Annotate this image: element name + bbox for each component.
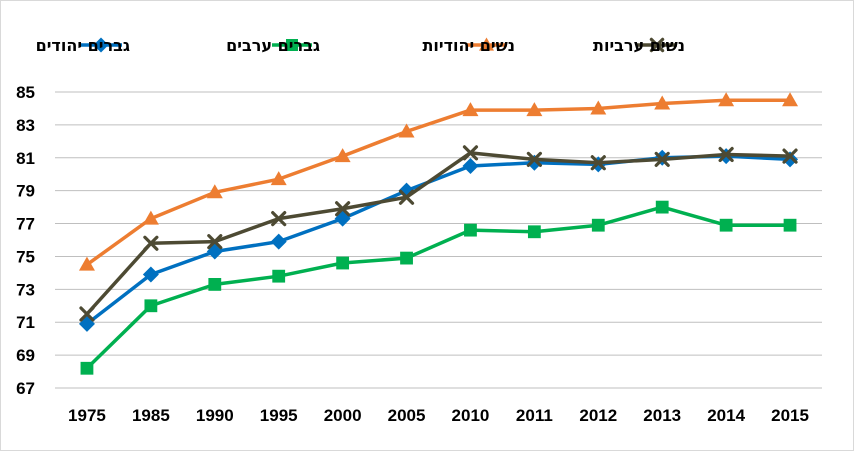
y-axis-ticks: 67 69 71 73 75 77 79 81 83 85 (16, 83, 35, 398)
legend-label: גברים יהודים (36, 36, 130, 55)
y-tick-label: 73 (16, 280, 35, 299)
x-tick-label: 2000 (324, 406, 362, 425)
y-tick-label: 67 (16, 379, 35, 398)
data-point-marker (654, 95, 671, 110)
y-tick-label: 71 (16, 313, 35, 332)
x-tick-label: 2012 (579, 406, 617, 425)
data-point-marker (206, 184, 223, 199)
series-line (85, 151, 791, 316)
data-point-marker (286, 39, 298, 51)
data-point-marker (336, 256, 350, 270)
x-tick-label: 2010 (452, 406, 490, 425)
data-point-marker (649, 37, 665, 53)
legend: גברים יהודים גברים ערבים נשים יהודיות נשים … (36, 36, 685, 55)
x-tick-label: 2005 (388, 406, 426, 425)
legend-item: נשים ערביות (593, 36, 685, 55)
data-point-marker (526, 102, 543, 117)
y-tick-label: 81 (16, 149, 35, 168)
data-point-marker (718, 92, 735, 107)
x-tick-label: 2011 (516, 406, 553, 425)
data-point-marker (591, 218, 605, 232)
data-point-marker (208, 278, 222, 291)
data-point-marker (782, 151, 799, 168)
data-point-marker (526, 151, 542, 168)
legend-item: גברים ערבים (226, 36, 320, 55)
data-point-marker (142, 210, 159, 225)
data-point-marker (782, 92, 799, 107)
data-point-marker (270, 171, 287, 186)
data-point-marker (464, 223, 477, 237)
y-tick-label: 69 (16, 346, 35, 365)
y-tick-label: 75 (16, 247, 35, 266)
legend-label: נשים ערביות (593, 36, 685, 55)
data-point-marker (783, 218, 797, 232)
data-point-marker (78, 256, 95, 271)
x-tick-label: 1975 (68, 406, 106, 425)
data-point-marker (272, 269, 286, 283)
series-line (85, 205, 791, 370)
series-3 (79, 145, 798, 322)
series-2 (78, 92, 799, 271)
data-point-marker (335, 201, 351, 217)
x-tick-label: 1985 (132, 406, 170, 425)
y-tick-label: 79 (16, 182, 35, 201)
y-tick-label: 77 (16, 215, 35, 234)
series-line (85, 98, 791, 267)
data-point-marker (79, 306, 95, 322)
data-point-marker (271, 211, 287, 227)
data-point-marker (462, 145, 479, 161)
plot-series (78, 92, 799, 375)
x-tick-label: 1995 (260, 406, 298, 425)
data-point-marker (655, 200, 669, 214)
data-point-marker (719, 218, 733, 232)
data-point-marker (270, 233, 287, 250)
data-point-marker (207, 234, 223, 250)
legend-item: גברים יהודים (36, 36, 130, 55)
legend-label: נשים יהודיות (422, 36, 515, 55)
legend-label: גברים ערבים (226, 36, 320, 55)
data-point-marker (93, 37, 109, 53)
gridlines (55, 91, 822, 389)
data-point-marker (654, 151, 670, 168)
data-point-marker (479, 37, 494, 51)
series-line (85, 154, 791, 326)
x-tick-label: 2015 (771, 406, 809, 425)
series-1 (80, 200, 797, 375)
y-tick-label: 85 (16, 83, 35, 102)
data-point-marker (334, 148, 351, 163)
x-tick-label: 1990 (196, 406, 234, 425)
data-point-marker (590, 100, 607, 115)
data-point-marker (527, 225, 541, 239)
data-point-marker (398, 123, 415, 138)
y-tick-label: 83 (16, 116, 35, 135)
x-tick-label: 2014 (707, 406, 745, 425)
data-point-marker (80, 361, 94, 375)
data-point-marker (398, 189, 415, 205)
data-point-marker (144, 299, 158, 313)
x-tick-label: 2013 (643, 406, 681, 425)
data-point-marker (142, 266, 159, 283)
data-point-marker (143, 235, 159, 251)
data-point-marker (590, 155, 606, 171)
data-point-marker (718, 146, 734, 163)
data-point-marker (782, 148, 798, 164)
data-point-marker (462, 102, 479, 117)
data-point-marker (400, 251, 413, 265)
legend-item: נשים יהודיות (422, 36, 515, 55)
data-point-marker (462, 158, 479, 174)
x-axis-ticks: 1975 1985 1990 1995 2000 2005 2010 2011 2012 2013… (68, 406, 809, 425)
